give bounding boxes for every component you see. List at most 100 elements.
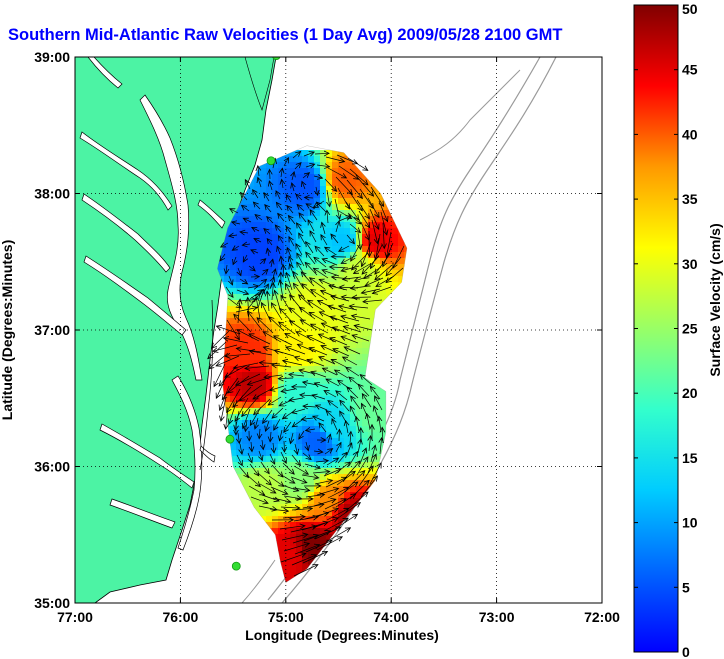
speed-cell [362, 240, 369, 247]
speed-cell [248, 450, 255, 457]
speed-cell [362, 330, 369, 337]
speed-cell [302, 174, 309, 181]
speed-cell [284, 432, 291, 439]
speed-cell [272, 492, 279, 499]
speed-cell [362, 360, 369, 367]
speed-cell [326, 270, 333, 277]
speed-cell [314, 156, 321, 163]
speed-cell [296, 492, 303, 499]
speed-cell [320, 444, 327, 451]
speed-cell [332, 438, 339, 445]
speed-cell [296, 312, 303, 319]
speed-cell [290, 444, 297, 451]
velocity-arrow [266, 420, 270, 431]
speed-cell [314, 528, 321, 535]
speed-cell [266, 192, 273, 199]
speed-cell [230, 384, 237, 391]
velocity-arrow [314, 527, 341, 540]
velocity-arrow [307, 336, 326, 345]
speed-cell [296, 408, 303, 415]
speed-cell [320, 192, 327, 199]
velocity-arrow [240, 384, 263, 401]
velocity-arrow [240, 193, 248, 201]
speed-cell [224, 378, 231, 385]
speed-cell [350, 318, 357, 325]
speed-cell [314, 252, 321, 259]
speed-cell [296, 348, 303, 355]
speed-cell [230, 330, 237, 337]
speed-cell [248, 252, 255, 259]
speed-cell [374, 444, 381, 451]
speed-cell [314, 372, 321, 379]
speed-cell [350, 234, 357, 241]
speed-cell [314, 330, 321, 337]
speed-cell [278, 342, 285, 349]
speed-cell [284, 300, 291, 307]
speed-cell [248, 492, 255, 499]
speed-cell [368, 282, 375, 289]
speed-cell [266, 324, 273, 331]
speed-cell [254, 330, 261, 337]
colorbar-tick-label: 50 [682, 1, 698, 17]
speed-cell [368, 324, 375, 331]
velocity-arrow [269, 453, 275, 464]
speed-cell [260, 384, 267, 391]
velocity-arrow [247, 286, 259, 288]
speed-cell [320, 156, 327, 163]
speed-cell [254, 444, 261, 451]
speed-cell [332, 426, 339, 433]
velocity-arrow [235, 397, 249, 421]
speed-cell [278, 252, 285, 259]
speed-cell [356, 348, 363, 355]
speed-cell [242, 468, 249, 475]
speed-cell [224, 288, 231, 295]
velocity-arrow [276, 191, 280, 200]
speed-cell [242, 432, 249, 439]
speed-cell [242, 462, 249, 469]
speed-cell [272, 438, 279, 445]
speed-cell [302, 558, 309, 565]
speed-cell [314, 228, 321, 235]
velocity-arrow [333, 349, 350, 357]
speed-cell [284, 558, 291, 565]
speed-cell [374, 258, 381, 265]
velocity-arrow [316, 165, 330, 167]
speed-cell [398, 264, 405, 271]
speed-cell [368, 432, 375, 439]
speed-cell [254, 246, 261, 253]
speed-cell [350, 324, 357, 331]
speed-cell [248, 474, 255, 481]
speed-cell [308, 468, 315, 475]
speed-cell [332, 192, 339, 199]
speed-cell [272, 354, 279, 361]
velocity-arrow [279, 526, 305, 530]
speed-cell [236, 294, 243, 301]
speed-cell [320, 396, 327, 403]
speed-cell [272, 318, 279, 325]
velocity-arrow [321, 235, 328, 246]
speed-cell [224, 246, 231, 253]
speed-cell [236, 318, 243, 325]
speed-cell [284, 462, 291, 469]
velocity-arrow [345, 461, 360, 478]
speed-cell [242, 210, 249, 217]
speed-cell [272, 510, 279, 517]
speed-cell [236, 360, 243, 367]
speed-cell [320, 186, 327, 193]
velocity-arrow [302, 173, 309, 179]
speed-cell [242, 378, 249, 385]
velocity-arrow [360, 375, 373, 386]
velocity-arrow [292, 488, 310, 491]
speed-cell [302, 432, 309, 439]
x-tick-label: 73:00 [479, 609, 515, 625]
speed-cell [278, 336, 285, 343]
speed-cell [254, 240, 261, 247]
speed-cell [350, 222, 357, 229]
speed-cell [326, 384, 333, 391]
velocity-arrow [236, 289, 249, 294]
velocity-arrow [341, 254, 358, 264]
speed-cell [254, 324, 261, 331]
speed-cell [278, 156, 285, 163]
speed-cell [272, 408, 279, 415]
velocity-arrow [283, 265, 284, 277]
